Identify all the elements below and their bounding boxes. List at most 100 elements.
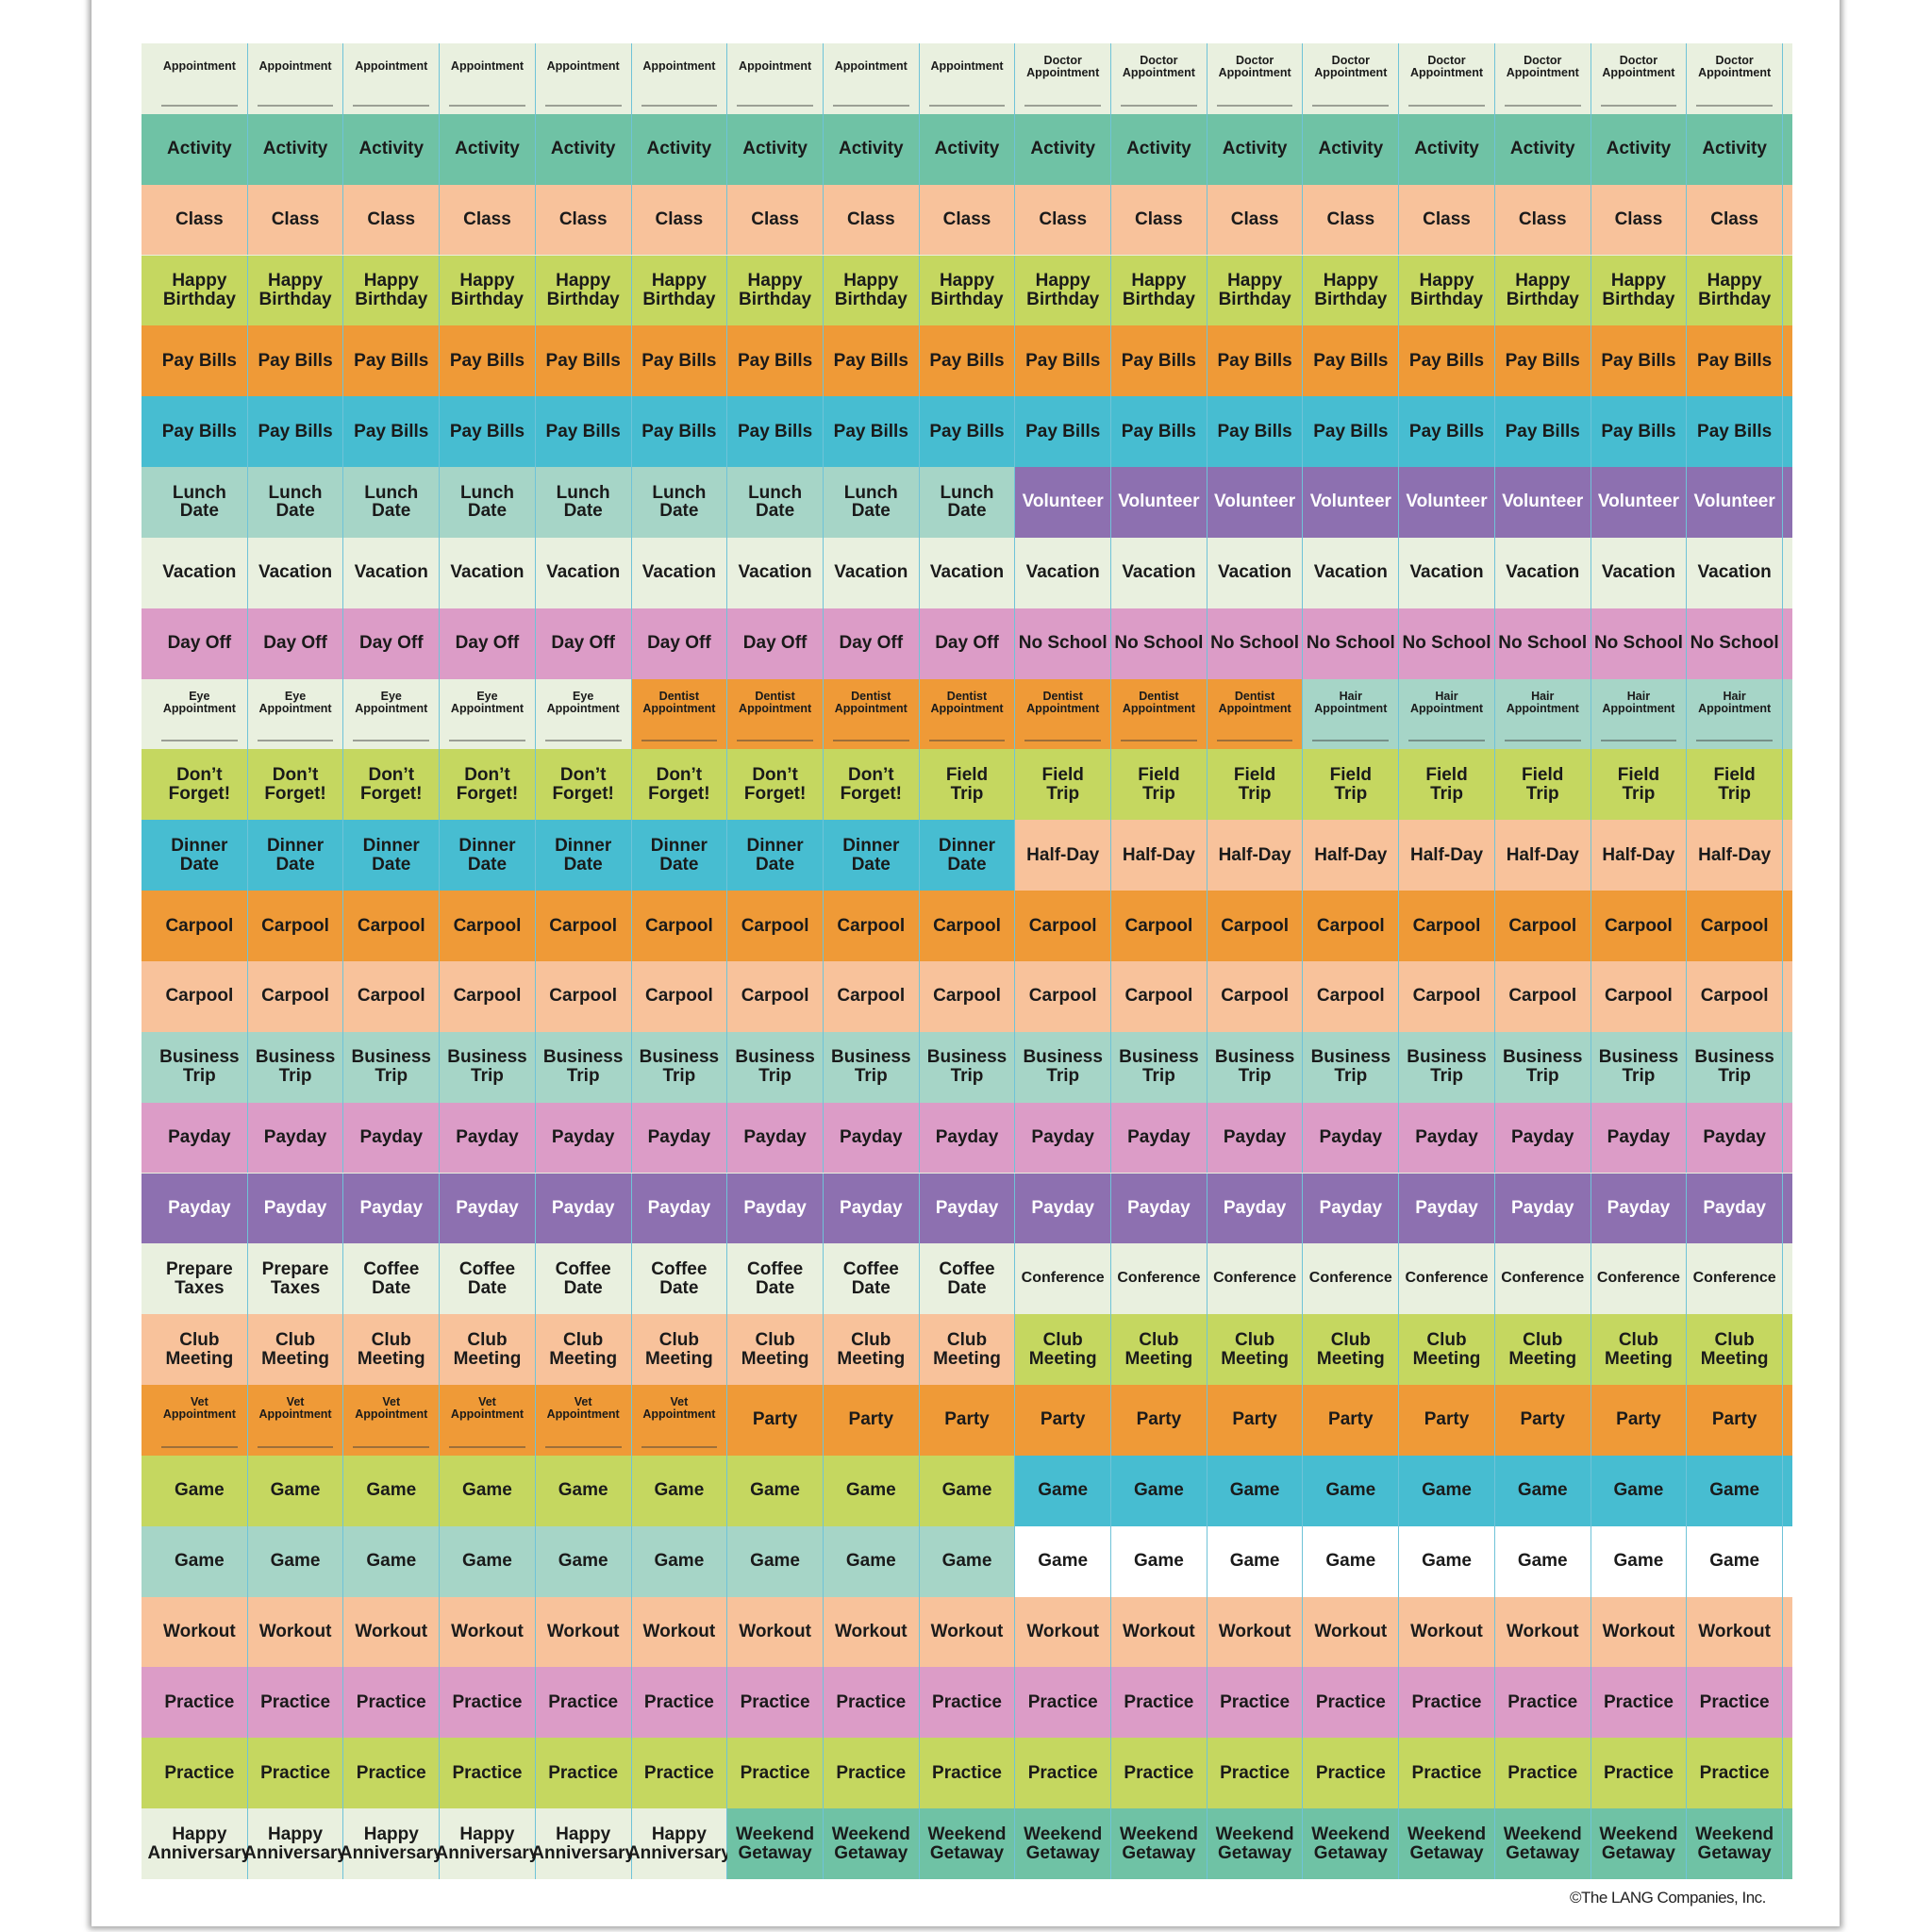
sticker-party: Party bbox=[919, 1385, 1016, 1456]
sticker-label: Pay Bills bbox=[354, 350, 429, 371]
sticker-label: Half-Day bbox=[1314, 844, 1388, 865]
sticker-label: Carpool bbox=[357, 915, 425, 936]
sticker-label: Game bbox=[1133, 1480, 1184, 1501]
sticker-class: Class bbox=[535, 184, 632, 256]
sticker-hair-appointment: Hair Appointment bbox=[1591, 678, 1688, 750]
sticker-volunteer: Volunteer bbox=[1591, 467, 1688, 538]
sticker-dinner-date: Dinner Date bbox=[631, 820, 728, 891]
sticker-label: Business Trip bbox=[1694, 1047, 1774, 1087]
sticker-row: Payday Payday Payday Payday Payday Payday Payd… bbox=[142, 1173, 1792, 1244]
sticker-label: Volunteer bbox=[1693, 491, 1775, 512]
sticker-class: Class bbox=[343, 184, 441, 256]
sticker-happy-birthday: Happy Birthday bbox=[1207, 255, 1304, 326]
sticker-happy-anniversary: Happy Anniversary bbox=[243, 1808, 347, 1879]
sticker-label: Vet Appointment bbox=[450, 1395, 524, 1422]
sticker-vacation: Vacation bbox=[1591, 537, 1688, 608]
sticker-label: Practice bbox=[452, 1762, 523, 1783]
sticker-payday: Payday bbox=[152, 1102, 248, 1174]
sticker-weekend-getaway: Weekend Getaway bbox=[1207, 1808, 1304, 1879]
sticker-practice: Practice bbox=[535, 1667, 632, 1739]
sticker-label: Doctor Appointment bbox=[1409, 54, 1484, 80]
sticker-label: Class bbox=[271, 209, 320, 230]
sticker-label: Pay Bills bbox=[1408, 421, 1485, 441]
sticker-label: Game bbox=[845, 1480, 896, 1501]
sticker-workout: Workout bbox=[727, 1596, 824, 1668]
sticker-happy-anniversary: Happy Anniversary bbox=[436, 1808, 539, 1879]
sticker-vacation: Vacation bbox=[440, 537, 536, 608]
sticker-class: Class bbox=[1591, 184, 1688, 256]
sticker-eye-appointment: Eye Appointment bbox=[440, 678, 536, 750]
sticker-appointment: Appointment bbox=[152, 43, 248, 114]
sticker-label: Lunch Date bbox=[459, 482, 514, 522]
sticker-row: Prepare Taxes Prepare Taxes Coffee Date Cof… bbox=[142, 1243, 1792, 1315]
sticker-label: Happy Birthday bbox=[1218, 270, 1291, 309]
sticker-practice: Practice bbox=[919, 1667, 1016, 1739]
sticker-happy-birthday: Happy Birthday bbox=[1399, 255, 1495, 326]
sticker-volunteer: Volunteer bbox=[1399, 467, 1495, 538]
sticker-label: Pay Bills bbox=[833, 421, 908, 441]
sticker-label: No School bbox=[1210, 633, 1300, 654]
sticker-practice: Practice bbox=[1591, 1738, 1688, 1809]
sticker-activity: Activity bbox=[1207, 113, 1304, 185]
sticker-label: Vacation bbox=[354, 562, 428, 583]
sticker-label: Activity bbox=[1509, 139, 1575, 159]
sticker-label: Weekend Getaway bbox=[1407, 1824, 1487, 1863]
sticker-label: Game bbox=[1325, 1551, 1376, 1572]
sticker-label: Pay Bills bbox=[929, 350, 1005, 371]
sticker-happy-birthday: Happy Birthday bbox=[1303, 255, 1400, 326]
sticker-label: Class bbox=[1135, 209, 1183, 230]
sticker-label: Workout bbox=[546, 1622, 620, 1642]
sticker-appointment: Appointment bbox=[247, 43, 344, 114]
sticker-label: Payday bbox=[1415, 1127, 1478, 1148]
sticker-label: Club Meeting bbox=[1316, 1329, 1385, 1369]
sticker-label: Vacation bbox=[162, 562, 237, 583]
sticker-label: Practice bbox=[260, 1691, 331, 1712]
sticker-label: Vet Appointment bbox=[642, 1395, 716, 1422]
sticker-label: Workout bbox=[930, 1622, 1004, 1642]
sticker-label: Practice bbox=[548, 1691, 619, 1712]
sticker-practice: Practice bbox=[343, 1738, 441, 1809]
sticker-label: Vacation bbox=[546, 562, 621, 583]
sticker-dinner-date: Dinner Date bbox=[152, 820, 248, 891]
sticker-label: Club Meeting bbox=[1700, 1329, 1769, 1369]
sticker-label: Workout bbox=[258, 1622, 332, 1642]
sticker-no-school: No School bbox=[1303, 608, 1400, 679]
sticker-activity: Activity bbox=[440, 113, 536, 185]
sticker-pay-bills: Pay Bills bbox=[1015, 396, 1112, 468]
sticker-dentist-appointment: Dentist Appointment bbox=[919, 678, 1016, 750]
sticker-label: Don’t Forget! bbox=[743, 764, 807, 804]
sticker-row: Appointment Appointment Appointment Appoint… bbox=[142, 43, 1792, 114]
sticker-label: Appointment bbox=[355, 59, 428, 73]
sticker-label: Weekend Getaway bbox=[1024, 1824, 1103, 1863]
sticker-happy-birthday: Happy Birthday bbox=[1111, 255, 1208, 326]
sticker-practice: Practice bbox=[1399, 1667, 1495, 1739]
sticker-game: Game bbox=[1591, 1525, 1688, 1597]
sticker-label: Game bbox=[1229, 1551, 1280, 1572]
sticker-label: Day Off bbox=[935, 633, 999, 654]
sticker-label: Workout bbox=[1314, 1622, 1388, 1642]
sticker-half-day: Half-Day bbox=[1399, 820, 1495, 891]
sticker-practice: Practice bbox=[247, 1738, 344, 1809]
sticker-weekend-getaway: Weekend Getaway bbox=[1687, 1808, 1783, 1879]
sticker-half-day: Half-Day bbox=[1015, 820, 1112, 891]
sticker-coffee-date: Coffee Date bbox=[343, 1243, 441, 1315]
sticker-label: Vacation bbox=[641, 562, 716, 583]
sticker-label: Activity bbox=[455, 139, 520, 159]
sticker-payday: Payday bbox=[343, 1102, 441, 1174]
sticker-label: Business Trip bbox=[159, 1047, 240, 1087]
sticker-vacation: Vacation bbox=[1399, 537, 1495, 608]
sticker-vacation: Vacation bbox=[343, 537, 441, 608]
sticker-label: Hair Appointment bbox=[1506, 689, 1579, 715]
sticker-label: Volunteer bbox=[1406, 491, 1488, 512]
sticker-carpool: Carpool bbox=[631, 961, 728, 1032]
sticker-conference: Conference bbox=[1111, 1243, 1208, 1315]
sticker-label: Conference bbox=[1596, 1270, 1680, 1287]
sticker-label: Payday bbox=[1319, 1197, 1383, 1218]
sticker-label: Conference bbox=[1501, 1270, 1585, 1287]
sticker-label: Party bbox=[848, 1409, 894, 1430]
sticker-payday: Payday bbox=[1687, 1102, 1783, 1174]
sticker-label: Vet Appointment bbox=[355, 1395, 428, 1422]
sticker-happy-birthday: Happy Birthday bbox=[343, 255, 441, 326]
sticker-label: Don’t Forget! bbox=[648, 764, 710, 804]
sticker-label: Weekend Getaway bbox=[927, 1824, 1007, 1863]
